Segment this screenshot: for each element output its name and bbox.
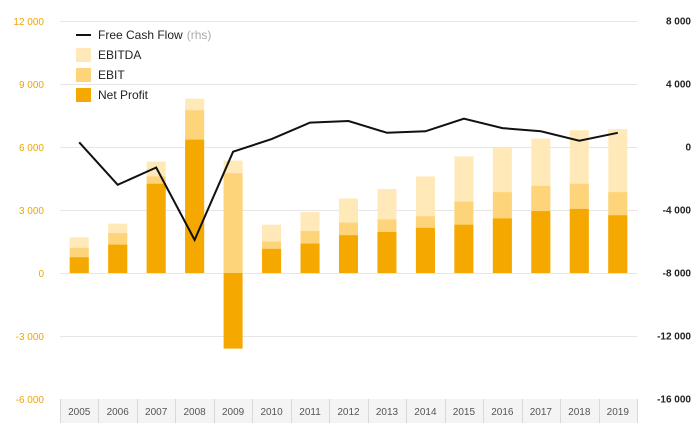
x-axis: 2005 2006 2007 2008 2009 2010 2011 2012 2013 2014… — [60, 399, 638, 423]
x-tick-label: 2005 — [68, 407, 91, 418]
bar-net-profit — [454, 224, 474, 273]
right-axis: 8 000 4 000 0 -4 000 -8 000 -12 000 -16 000 — [657, 17, 691, 406]
bar-net-profit — [415, 227, 435, 273]
right-tick-label: 0 — [685, 143, 691, 154]
legend-swatch — [76, 68, 91, 82]
bar-net-profit — [569, 208, 589, 273]
bar-net-profit — [300, 243, 320, 273]
x-tick-label: 2012 — [337, 407, 360, 418]
x-tick-label: 2016 — [491, 407, 514, 418]
x-tick-label: 2009 — [222, 407, 245, 418]
legend-label: Free Cash Flow (rhs) — [98, 28, 211, 42]
x-tick-label: 2017 — [530, 407, 553, 418]
x-axis-band — [60, 399, 637, 423]
right-tick-label: -16 000 — [657, 395, 691, 406]
right-tick-label: -8 000 — [663, 269, 692, 280]
left-tick-label: -6 000 — [16, 395, 45, 406]
bar-net-profit — [608, 215, 628, 273]
right-tick-label: 4 000 — [666, 80, 691, 91]
right-tick-label: -12 000 — [657, 332, 691, 343]
legend-label: Net Profit — [98, 88, 149, 102]
x-tick-label: 2013 — [376, 407, 399, 418]
legend-label: EBITDA — [98, 48, 141, 62]
bar-net-profit — [339, 235, 358, 273]
free-cash-flow-line — [78, 117, 619, 243]
bar-ebit — [223, 173, 243, 273]
x-tick-label: 2019 — [607, 407, 630, 418]
x-tick-label: 2008 — [184, 407, 207, 418]
left-tick-label: 3 000 — [19, 206, 44, 217]
legend-swatch — [76, 48, 91, 62]
legend-label: EBIT — [98, 68, 125, 82]
left-tick-label: 9 000 — [19, 80, 44, 91]
legend-label-suffix: (rhs) — [187, 28, 212, 42]
left-tick-label: 0 — [38, 269, 44, 280]
right-tick-label: -4 000 — [663, 206, 692, 217]
bar-net-profit — [146, 183, 166, 273]
bar-net-profit — [377, 232, 397, 273]
left-tick-label: -3 000 — [16, 332, 45, 343]
bar-net-profit — [262, 248, 282, 273]
right-tick-label: 8 000 — [666, 17, 691, 28]
bar-net-profit — [108, 244, 128, 273]
bar-net-profit — [69, 257, 89, 273]
bar-net-profit — [492, 218, 512, 273]
x-tick-label: 2011 — [299, 407, 321, 418]
left-tick-label: 12 000 — [13, 17, 44, 28]
x-tick-label: 2006 — [107, 407, 130, 418]
x-tick-label: 2015 — [453, 407, 476, 418]
left-axis: 12 000 9 000 6 000 3 000 0 -3 000 -6 000 — [13, 17, 44, 406]
x-tick-label: 2010 — [260, 407, 283, 418]
bar-net-profit — [531, 211, 551, 273]
bars — [69, 98, 628, 349]
bar-net-profit — [185, 139, 205, 273]
line-free-cash-flow — [78, 117, 619, 243]
x-tick-label: 2007 — [145, 407, 168, 418]
legend-swatch — [76, 88, 91, 102]
x-tick-label: 2018 — [568, 407, 591, 418]
x-tick-label: 2014 — [414, 407, 437, 418]
left-tick-label: 6 000 — [19, 143, 44, 154]
bar-net-profit — [223, 273, 243, 349]
